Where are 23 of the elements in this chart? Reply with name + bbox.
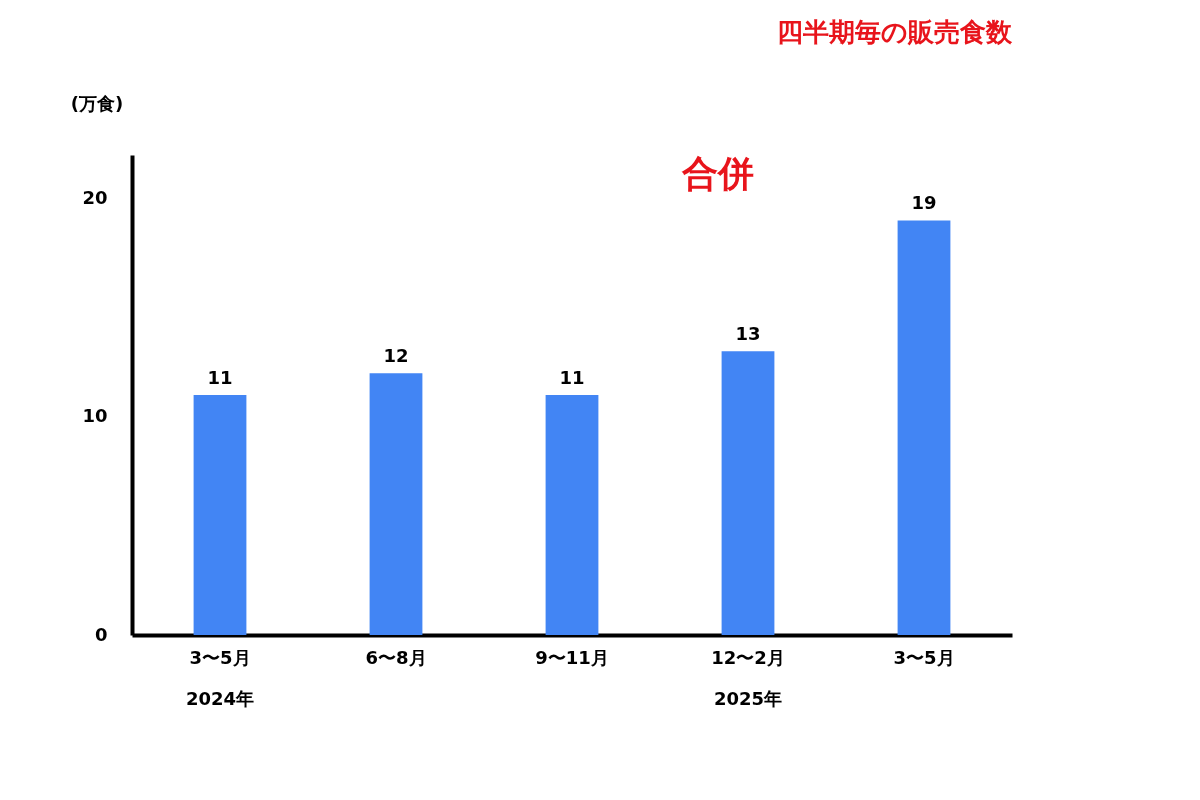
- bar: [369, 373, 423, 635]
- x-tick-label: 3〜5月: [893, 646, 955, 668]
- data-label: 12: [383, 345, 409, 367]
- y-tick-label: 0: [94, 623, 108, 645]
- bar: [897, 220, 951, 635]
- annotation: 合併: [680, 153, 754, 194]
- bar: [545, 395, 599, 635]
- text: 2024年: [185, 688, 255, 709]
- y-tick-label: 10: [82, 405, 108, 427]
- data-label: 19: [911, 192, 937, 214]
- x-tick-label: 3〜5月: [189, 646, 251, 668]
- bar: [193, 395, 247, 635]
- x-tick-label: 6〜8月: [365, 646, 427, 668]
- chart-title: 四半期毎の販売食数: [777, 17, 1013, 47]
- y-tick-label: 20: [82, 187, 108, 209]
- x-tick-label: 9〜11月: [535, 646, 609, 668]
- x-tick-label: 12〜2月: [711, 646, 785, 668]
- y-axis-title: (万食): [70, 93, 124, 114]
- text: 2025年: [713, 688, 783, 709]
- bar: [721, 351, 775, 635]
- data-label: 13: [735, 323, 761, 345]
- data-label: 11: [207, 367, 233, 388]
- data-label: 11: [559, 367, 585, 388]
